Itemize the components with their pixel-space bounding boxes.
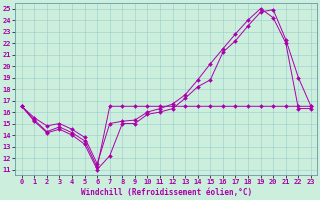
X-axis label: Windchill (Refroidissement éolien,°C): Windchill (Refroidissement éolien,°C) — [81, 188, 252, 197]
